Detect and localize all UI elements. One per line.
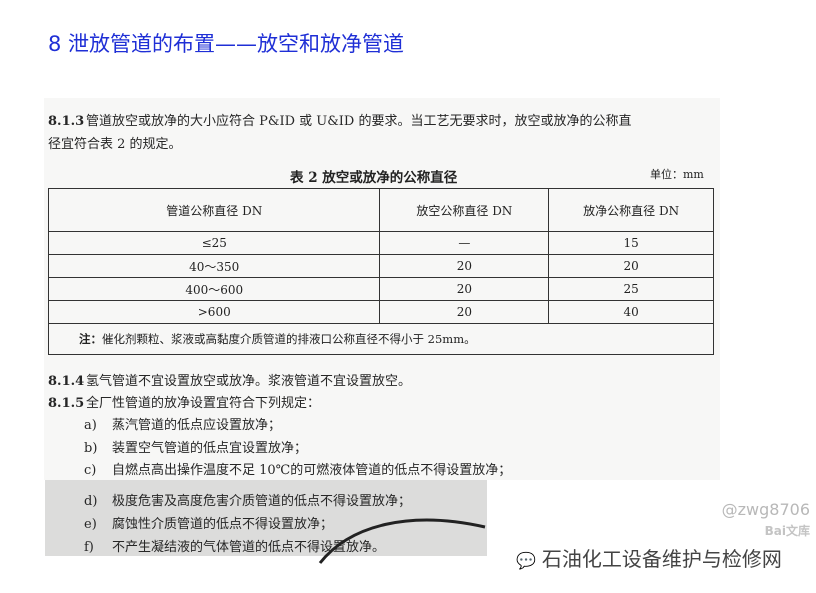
column-header: 管道公称直径 DN [47,188,381,232]
table-row: ≤25—15 [47,231,714,255]
list-item: e) 腐蚀性介质管道的低点不得设置放净； [84,513,333,532]
clause-8-1-3: 8.1.3 管道放空或放净的大小应符合 P&ID 或 U&ID 的要求。当工艺无要… [48,110,632,129]
table-cell: 20 [379,277,550,301]
table-cell: 20 [379,300,550,324]
clause-number: 8.1.5 [48,396,85,411]
table-cell: 400～600 [47,277,381,301]
table-row: 400～600 20 25 [47,277,714,301]
table-cell: 20 [379,254,550,278]
table-caption: 表 2 放空或放净的公称直径 [290,170,458,186]
item-label: f) [84,540,94,555]
table-cell: 40 [548,300,714,324]
table-note: 催化剂颗粒、浆液或高黏度介质管道的排液口公称直径不得小于 25mm。 [102,332,476,346]
clause-text: 管道放空或放净的大小应符合 P&ID 或 U&ID 的要求。当工艺无要求时，放空… [86,114,632,129]
item-text: 蒸汽管道的低点应设置放净； [112,418,282,433]
clause-number: 8.1.3 [48,114,85,129]
table-cell: 20 [548,254,714,278]
diameter-table: 管道公称直径 DN 放空公称直径 DN 放净公称直径 DN ≤25—15 40～… [47,188,714,355]
item-text: 自燃点高出操作温度不足 10℃的可燃液体管道的低点不得设置放净； [112,463,512,478]
list-item: f) 不产生凝结液的气体管道的低点不得设置放净。 [84,536,385,555]
table-row: 40～350 20 20 [47,254,714,278]
item-text: 装置空气管道的低点宜设置放净； [112,441,308,456]
table-cell: — [379,231,550,255]
slide-title: 8 泄放管道的布置——放空和放净管道 [48,32,405,56]
table-cell: >600 [47,300,381,324]
table-cell: ≤25 [47,231,381,255]
wechat-icon: 💬 [516,551,536,570]
column-header: 放空公称直径 DN [379,188,550,232]
clause-8-1-4: 8.1.4 氢气管道不宜设置放空或放净。浆液管道不宜设置放空。 [48,370,411,389]
item-text: 腐蚀性介质管道的低点不得设置放净； [112,517,334,532]
table-header-row: 管道公称直径 DN 放空公称直径 DN 放净公称直径 DN [47,188,714,232]
table-note-row: 注：催化剂颗粒、浆液或高黏度介质管道的排液口公称直径不得小于 25mm。 [48,323,714,355]
list-item: a) 蒸汽管道的低点应设置放净； [84,414,281,433]
clause-8-1-3-cont: 径宜符合表 2 的规定。 [48,137,182,152]
table-unit: 单位：mm [650,168,704,181]
clause-text: 全厂性管道的放净设置宜符合下列规定： [86,396,321,411]
wechat-account-name: 石油化工设备维护与检修网 [541,547,782,571]
pen-stroke-mark [318,518,486,564]
table-row: >600 20 40 [47,300,714,324]
item-label: b) [84,441,98,456]
list-item: c) 自燃点高出操作温度不足 10℃的可燃液体管道的低点不得设置放净； [84,459,511,478]
clause-number: 8.1.4 [48,374,85,389]
list-item: d) 极度危害及高度危害介质管道的低点不得设置放净； [84,490,411,509]
item-label: c) [84,463,97,478]
note-label: 注： [79,332,102,346]
table-cell: 25 [548,277,714,301]
column-header: 放净公称直径 DN [548,188,714,232]
wechat-account: 💬 石油化工设备维护与检修网 [516,543,782,572]
item-label: a) [84,418,97,433]
table-cell: 15 [548,231,714,255]
watermark-user: @zwg8706 [721,500,810,519]
list-item: b) 装置空气管道的低点宜设置放净； [84,437,307,456]
table-cell: 40～350 [47,254,381,278]
item-text: 极度危害及高度危害介质管道的低点不得设置放净； [112,494,412,509]
clause-8-1-5: 8.1.5 全厂性管道的放净设置宜符合下列规定： [48,392,320,411]
clause-text: 氢气管道不宜设置放空或放净。浆液管道不宜设置放空。 [86,374,412,389]
item-text: 不产生凝结液的气体管道的低点不得设置放净。 [112,540,386,555]
item-label: d) [84,494,98,509]
highlighted-scan-region [45,480,487,556]
item-label: e) [84,517,97,532]
baidu-wenku-logo: Bai文库 [764,524,810,538]
